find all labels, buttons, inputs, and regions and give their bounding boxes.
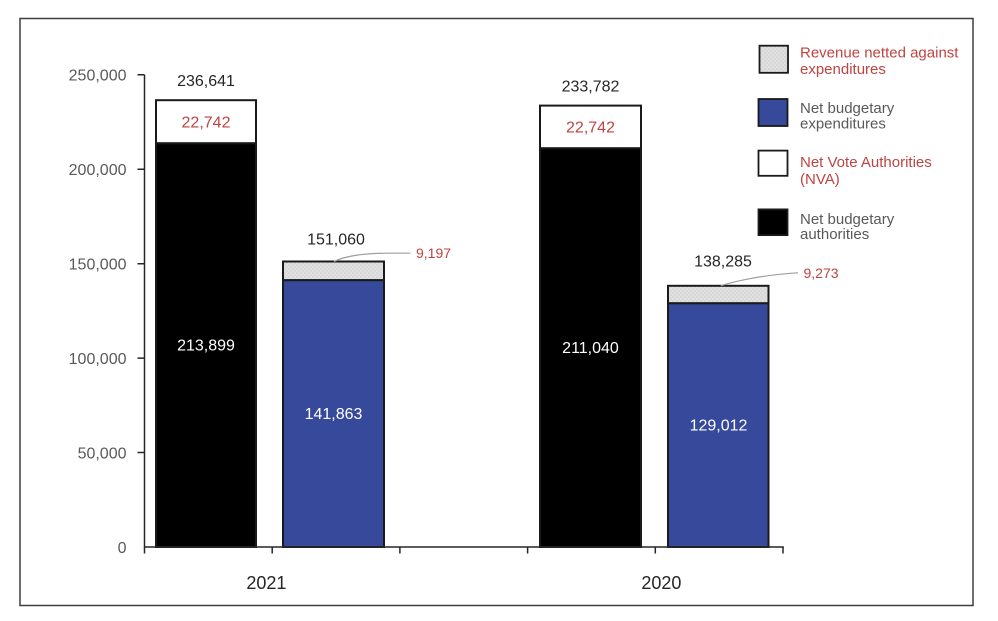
svg-text:Net budgetary: Net budgetary [800, 100, 895, 117]
svg-text:100,000: 100,000 [69, 351, 127, 368]
svg-text:50,000: 50,000 [78, 445, 127, 462]
svg-text:138,285: 138,285 [694, 254, 752, 271]
svg-text:Revenue netted against: Revenue netted against [800, 44, 959, 61]
svg-text:expenditures: expenditures [800, 61, 886, 78]
svg-text:2020: 2020 [641, 573, 681, 593]
svg-text:236,641: 236,641 [177, 73, 235, 90]
svg-text:expenditures: expenditures [800, 116, 886, 133]
svg-text:9,273: 9,273 [804, 265, 839, 281]
svg-text:250,000: 250,000 [69, 68, 127, 85]
svg-text:129,012: 129,012 [690, 418, 748, 435]
svg-text:22,742: 22,742 [182, 115, 231, 132]
svg-text:22,742: 22,742 [566, 120, 615, 137]
svg-text:authorities: authorities [800, 226, 869, 243]
svg-text:141,863: 141,863 [305, 406, 363, 423]
svg-text:(NVA): (NVA) [800, 171, 840, 188]
svg-text:233,782: 233,782 [562, 79, 620, 96]
svg-text:213,899: 213,899 [177, 338, 235, 355]
svg-text:Net budgetary: Net budgetary [800, 211, 895, 228]
svg-text:0: 0 [118, 540, 127, 557]
svg-text:150,000: 150,000 [69, 257, 127, 274]
svg-text:Net Vote Authorities: Net Vote Authorities [800, 154, 932, 171]
svg-text:2021: 2021 [246, 573, 286, 593]
svg-text:151,060: 151,060 [307, 232, 365, 249]
svg-text:9,197: 9,197 [416, 245, 451, 261]
svg-text:211,040: 211,040 [562, 340, 619, 357]
svg-text:200,000: 200,000 [69, 162, 127, 179]
